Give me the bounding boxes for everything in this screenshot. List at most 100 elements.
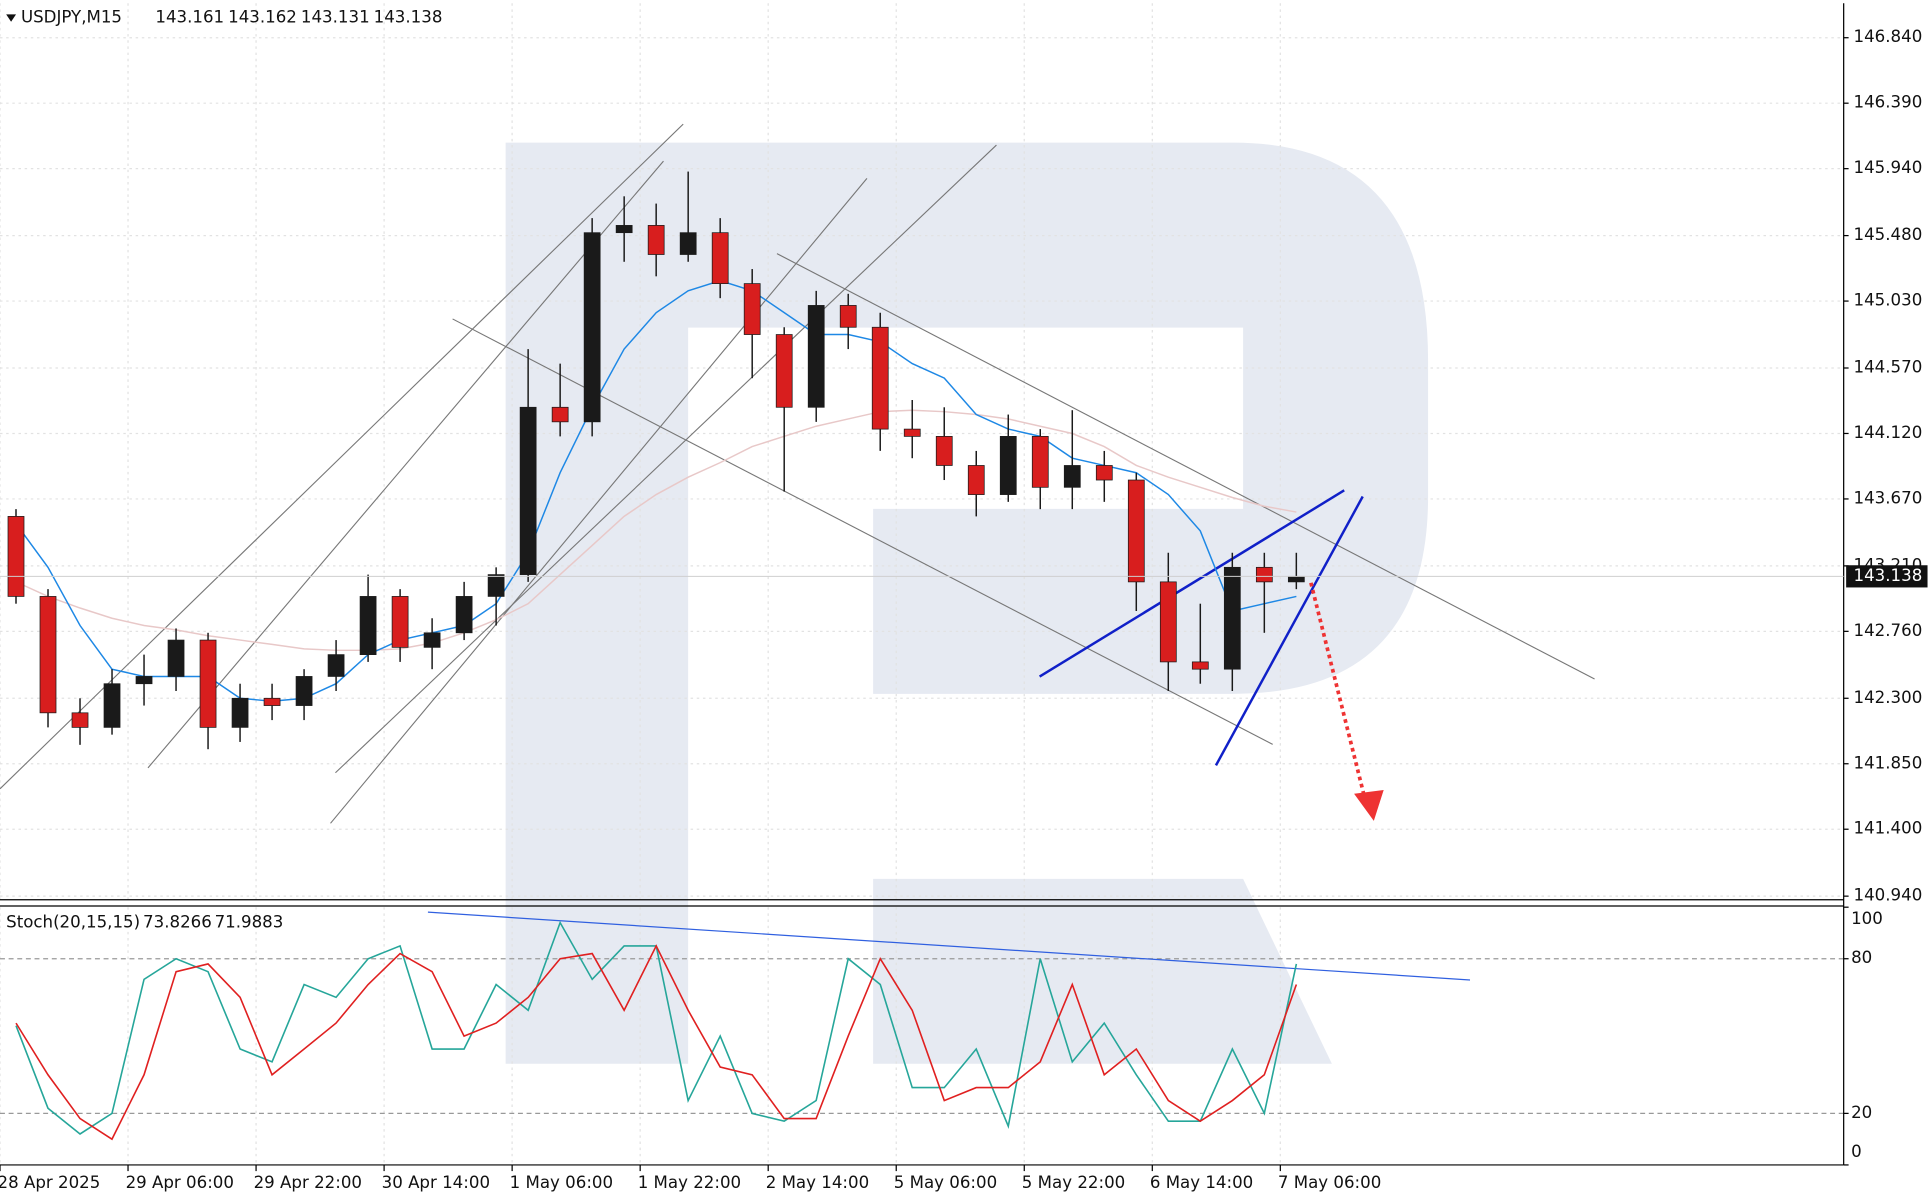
candle-body (199, 639, 217, 728)
x-tick-label: 29 Apr 22:00 (254, 1173, 362, 1192)
candle-body (1095, 465, 1113, 481)
x-tick-label: 28 Apr 2025 (0, 1173, 100, 1192)
candle-body (263, 697, 281, 706)
y-tick-label: 146.840 (1854, 27, 1923, 46)
candle-body (295, 676, 313, 706)
stoch-signal: 71.9883 (215, 913, 284, 932)
y-tick-label: 144.120 (1854, 423, 1923, 442)
trend-line (0, 123, 684, 790)
candle-body (807, 305, 825, 408)
candle-body (1191, 661, 1209, 670)
ma-slow (15, 409, 1297, 652)
x-tick-label: 1 May 06:00 (510, 1173, 613, 1192)
candle-body (487, 574, 505, 597)
candle-body (519, 406, 537, 575)
candle-body (679, 232, 697, 255)
wedge-line (1214, 495, 1364, 766)
candle-body (935, 436, 953, 466)
x-tick-label: 1 May 22:00 (638, 1173, 741, 1192)
candle-body (551, 406, 569, 423)
arrow-head (1354, 790, 1384, 821)
candle-body (839, 305, 857, 328)
y-tick-label: 141.400 (1854, 819, 1923, 838)
trend-line (147, 160, 664, 769)
y-tick-label: 140.940 (1854, 886, 1923, 905)
y-tick-label: 145.030 (1854, 291, 1923, 310)
x-tick-label: 5 May 22:00 (1022, 1173, 1125, 1192)
high: 143.162 (228, 8, 297, 27)
price-label: 143.138 (1854, 566, 1923, 585)
y-tick-label: 80 (1851, 948, 1872, 967)
trend-line (335, 144, 997, 774)
y-tick-label: 145.480 (1854, 225, 1923, 244)
candle-body (999, 436, 1017, 495)
y-tick-label: 0 (1851, 1142, 1862, 1161)
x-tick-label: 30 Apr 14:00 (382, 1173, 490, 1192)
candle-body (231, 697, 249, 728)
grid (0, 3, 1844, 1165)
y-tick-label: 143.670 (1854, 488, 1923, 507)
candle-body (1223, 566, 1241, 670)
y-tick-label: 142.760 (1854, 621, 1923, 640)
candle-body (967, 465, 985, 495)
close: 143.138 (374, 8, 443, 27)
drawings (0, 123, 1595, 981)
symbol: USDJPY,M15 (21, 8, 122, 27)
y-tick-label: 141.850 (1854, 753, 1923, 772)
candle-body (71, 712, 89, 728)
x-tick-label: 5 May 06:00 (894, 1173, 997, 1192)
axes: 146.840 146.390 145.940 145.480 145.030 144.5… (0, 27, 1928, 1192)
candle-body (1063, 465, 1081, 488)
low: 143.131 (301, 8, 370, 27)
candle-body (391, 596, 409, 648)
candle-body (359, 596, 377, 655)
watermark (505, 142, 1429, 1064)
stoch-main: 73.8266 (143, 913, 212, 932)
y-tick-label: 146.390 (1854, 93, 1923, 112)
candle-body (1255, 566, 1273, 583)
candle-body (7, 516, 25, 597)
open: 143.161 (155, 8, 224, 27)
price-box (1846, 565, 1928, 588)
candle-body (711, 232, 729, 284)
y-tick-label: 100 (1851, 909, 1883, 928)
y-tick-label: 145.940 (1854, 158, 1923, 177)
y-tick-label: 142.300 (1854, 688, 1923, 707)
candle-body (167, 639, 185, 677)
candle-body (39, 596, 57, 714)
candle-body (615, 225, 633, 234)
candle-body (103, 683, 121, 728)
menu-arrow (6, 14, 17, 22)
candle-body (743, 283, 761, 335)
trend-line (330, 177, 868, 824)
x-tick-label: 7 May 06:00 (1278, 1173, 1381, 1192)
y-tick-label: 20 (1851, 1103, 1872, 1122)
channel-line (776, 253, 1595, 680)
candle-body (135, 676, 153, 685)
candle-body (1031, 436, 1049, 488)
candle-body (583, 232, 601, 423)
candle-body (775, 334, 793, 408)
candle-body (903, 428, 921, 437)
y-tick-label: 144.570 (1854, 357, 1923, 376)
candle-body (423, 632, 441, 648)
stoch-d (15, 944, 1298, 1141)
frame (0, 3, 1845, 1166)
stoch-label: Stoch(20,15,15) (6, 913, 140, 932)
candle-body (647, 225, 665, 255)
x-tick-label: 29 Apr 06:00 (126, 1173, 234, 1192)
candle-body (1127, 479, 1145, 583)
stoch-trend-line (427, 911, 1471, 981)
candle-body (871, 326, 889, 430)
candle-body (1287, 575, 1305, 583)
wedge-line (1038, 489, 1345, 678)
candle-body (327, 654, 345, 677)
x-tick-label: 2 May 14:00 (766, 1173, 869, 1192)
x-tick-label: 6 May 14:00 (1150, 1173, 1253, 1192)
candle-body (455, 596, 473, 634)
plot (7, 171, 1305, 1141)
candle-body (1159, 581, 1177, 663)
ma-fast (15, 279, 1297, 702)
